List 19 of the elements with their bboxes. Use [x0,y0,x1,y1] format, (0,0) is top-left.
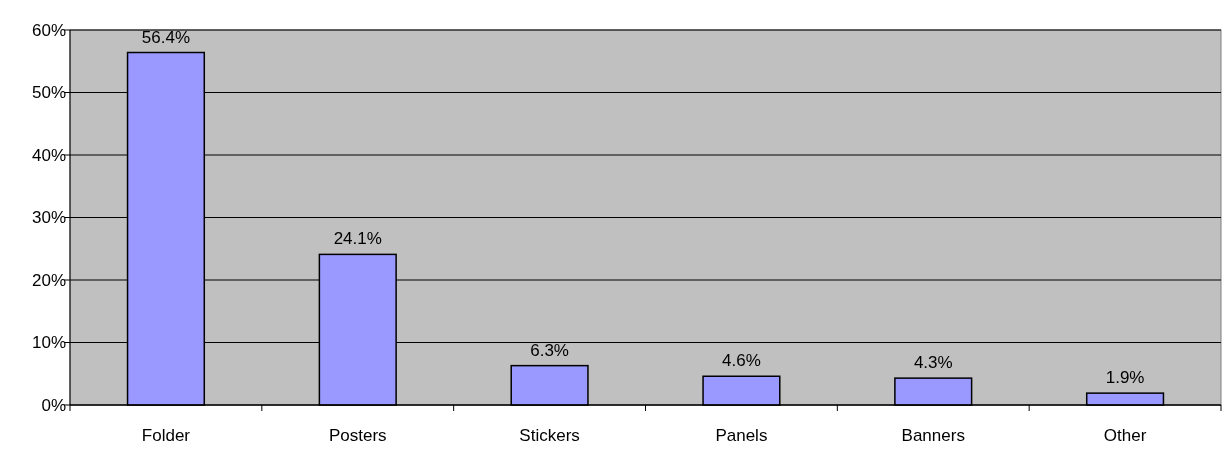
y-tick-label: 50% [31,83,66,103]
y-tick-label: 0% [41,395,66,415]
y-tick-label: 10% [31,333,66,353]
data-label: 6.3% [530,340,569,360]
x-tick-label: Other [1103,426,1147,445]
data-label: 1.9% [1105,368,1145,388]
y-tick-label: 40% [31,145,66,165]
x-tick-label: Posters [328,426,387,445]
data-label: 56.4% [141,27,191,47]
x-tick-label: Banners [901,426,965,445]
y-tick-label: 30% [31,208,66,228]
y-tick-label: 20% [31,270,66,290]
data-label: 4.6% [722,351,761,371]
x-tick-label: Panels [715,426,768,445]
x-tick-label: Stickers [519,426,580,445]
data-label: 24.1% [333,229,382,249]
data-label: 4.3% [913,353,953,373]
y-tick-label: 60% [31,20,66,40]
x-tick-label: Folder [141,426,191,445]
